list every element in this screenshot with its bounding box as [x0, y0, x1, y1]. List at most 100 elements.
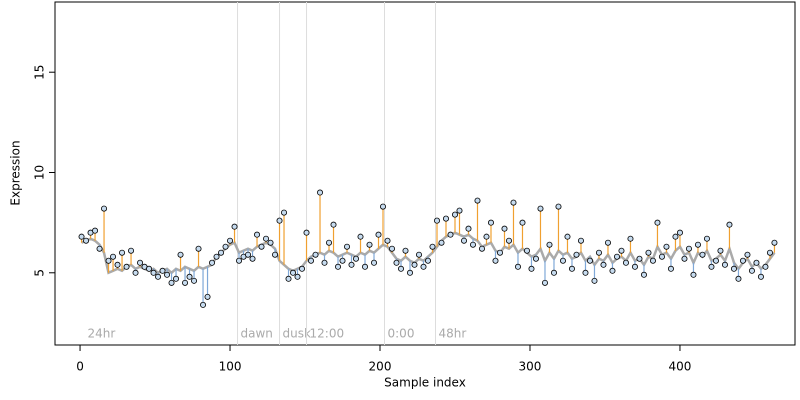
data-point [676, 229, 683, 236]
data-point [613, 253, 620, 260]
data-point [195, 245, 202, 252]
x-tick-label: 400 [669, 360, 692, 374]
data-point [393, 259, 400, 266]
data-point [537, 205, 544, 212]
data-point [636, 255, 643, 262]
data-point [105, 257, 112, 264]
data-point [465, 225, 472, 232]
data-point [622, 259, 629, 266]
data-point [245, 251, 252, 258]
data-point [353, 255, 360, 262]
data-point [173, 275, 180, 282]
data-point [483, 233, 490, 240]
data-point [290, 269, 297, 276]
data-point [487, 219, 494, 226]
data-point [101, 205, 108, 212]
data-point [200, 301, 207, 308]
data-point [640, 271, 647, 278]
data-point [492, 257, 499, 264]
data-point [663, 243, 670, 250]
data-point [146, 265, 153, 272]
x-tick-label: 200 [369, 360, 392, 374]
data-point [730, 265, 737, 272]
data-point [672, 233, 679, 240]
data-point [546, 241, 553, 248]
data-point [177, 251, 184, 258]
data-point [213, 253, 220, 260]
data-point [514, 263, 521, 270]
data-point [348, 261, 355, 268]
data-point [420, 263, 427, 270]
data-point [586, 257, 593, 264]
data-point [658, 253, 665, 260]
data-point [231, 223, 238, 230]
x-axis-label: Sample index [384, 376, 466, 390]
data-point [96, 245, 103, 252]
data-point [375, 231, 382, 238]
data-point [191, 277, 198, 284]
data-point [649, 257, 656, 264]
data-point [609, 267, 616, 274]
data-point [308, 257, 315, 264]
data-point [380, 203, 387, 210]
data-point [555, 203, 562, 210]
data-point [321, 259, 328, 266]
data-point [528, 265, 535, 272]
data-point [766, 249, 773, 256]
data-point [550, 269, 557, 276]
data-point [285, 275, 292, 282]
data-point [357, 233, 364, 240]
data-point [699, 251, 706, 258]
data-point [694, 241, 701, 248]
data-point [564, 233, 571, 240]
data-point [667, 265, 674, 272]
data-point [744, 251, 751, 258]
data-point [717, 247, 724, 254]
data-point [771, 239, 778, 246]
data-point [312, 251, 319, 258]
data-point [447, 231, 454, 238]
data-point [735, 275, 742, 282]
data-point [366, 241, 373, 248]
data-point [114, 261, 121, 268]
data-point [631, 263, 638, 270]
data-point [541, 279, 548, 286]
data-point [155, 273, 162, 280]
data-point [757, 273, 764, 280]
data-point [595, 249, 602, 256]
data-point [519, 219, 526, 226]
data-point [263, 235, 270, 242]
data-point [92, 227, 99, 234]
data-point [618, 247, 625, 254]
data-point [708, 263, 715, 270]
data-point [703, 235, 710, 242]
data-point [132, 269, 139, 276]
data-point [362, 263, 369, 270]
fit-line [80, 231, 776, 275]
data-point [721, 261, 728, 268]
data-point [137, 259, 144, 266]
data-point [119, 249, 126, 256]
data-point [204, 293, 211, 300]
data-point [685, 245, 692, 252]
data-point [398, 265, 405, 272]
data-point [456, 207, 463, 214]
data-point [299, 265, 306, 272]
data-point [604, 239, 611, 246]
data-point [249, 255, 256, 262]
data-point [460, 237, 467, 244]
data-point [429, 243, 436, 250]
x-tick-label: 300 [519, 360, 542, 374]
data-point [501, 225, 508, 232]
data-point [600, 261, 607, 268]
data-point [690, 271, 697, 278]
data-point [371, 259, 378, 266]
data-point [577, 237, 584, 244]
data-point [712, 257, 719, 264]
data-point [478, 245, 485, 252]
data-point [510, 199, 517, 206]
marker-label: 48hr [438, 327, 466, 341]
y-axis-label: Expression [9, 140, 23, 205]
data-point [330, 221, 337, 228]
